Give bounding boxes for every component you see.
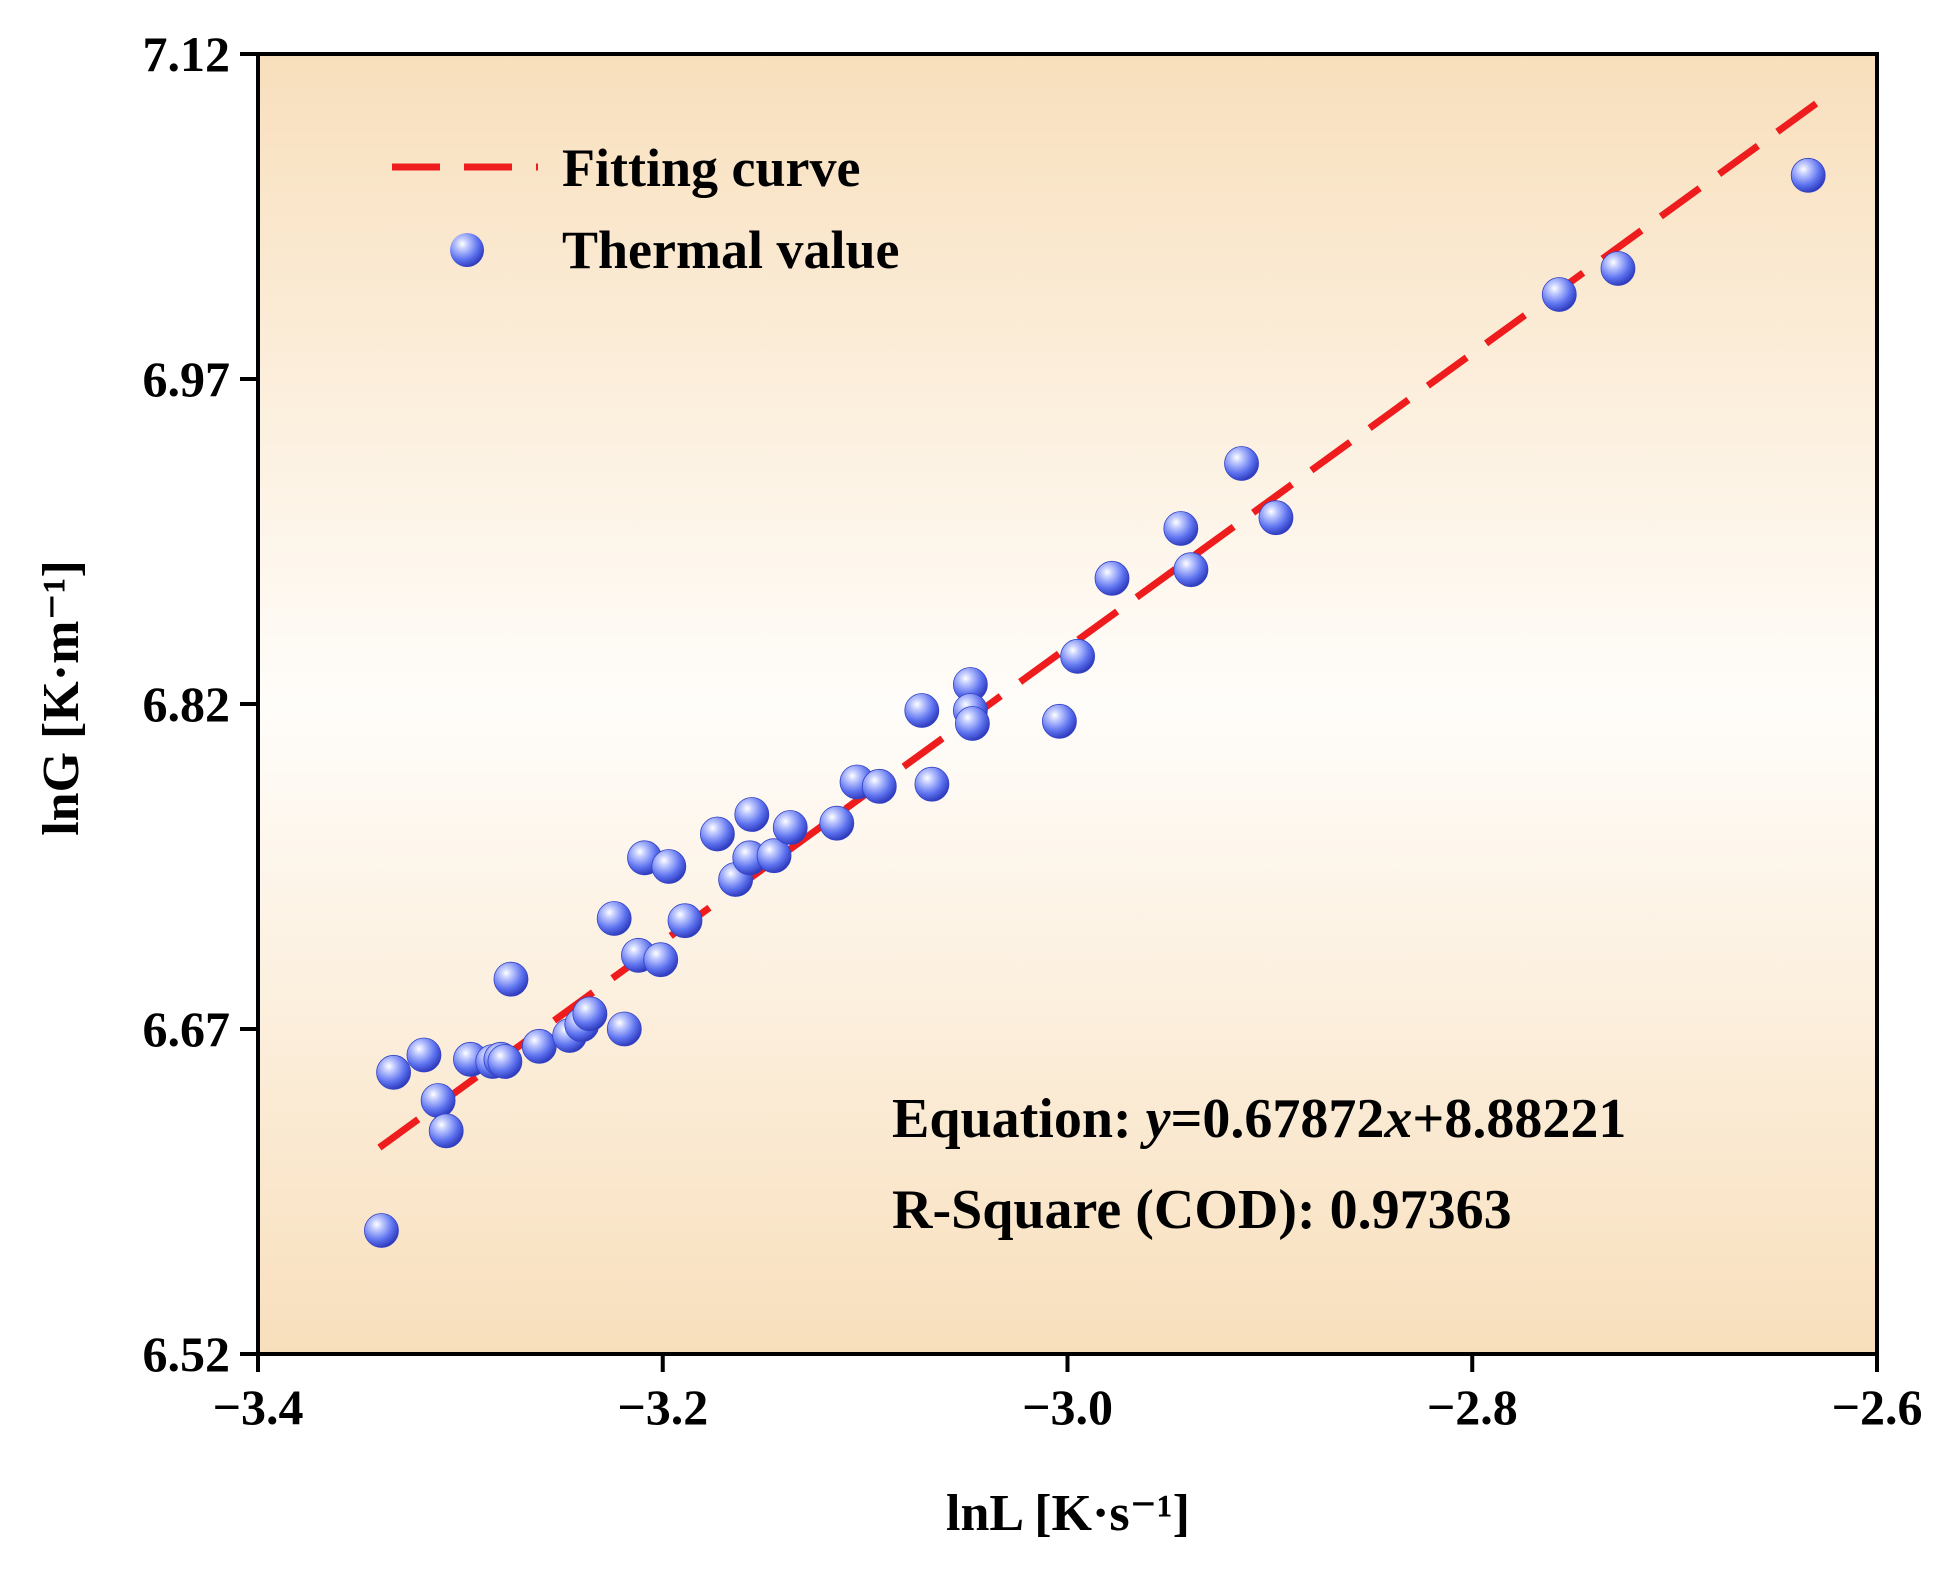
data-point <box>406 1037 442 1073</box>
x-tick-label: −3.2 <box>617 1379 708 1435</box>
data-point <box>904 693 940 728</box>
x-tick-label: −2.6 <box>1832 1379 1923 1435</box>
legend-label-thermal-value: Thermal value <box>562 220 899 280</box>
data-point <box>914 766 950 802</box>
data-point <box>572 996 608 1032</box>
data-point <box>1060 638 1096 674</box>
data-point <box>699 816 735 852</box>
data-point <box>376 1054 411 1090</box>
data-point <box>1600 251 1636 286</box>
data-point <box>1042 703 1077 739</box>
equation-var-x: x <box>1383 1088 1412 1150</box>
r-square-annotation: R-Square (COD): 0.97363 <box>892 1179 1512 1241</box>
equation-prefix: Equation: <box>892 1088 1146 1150</box>
data-point <box>651 849 687 884</box>
legend-point-swatch <box>450 233 484 267</box>
data-point <box>487 1044 523 1079</box>
data-point <box>643 942 679 978</box>
x-tick-label: −3.4 <box>213 1379 304 1435</box>
data-point <box>606 1011 642 1047</box>
y-tick-label: 7.12 <box>143 26 231 82</box>
equation-intercept: +8.88221 <box>1412 1088 1626 1150</box>
fitting-curve-line <box>377 100 1819 1151</box>
y-tick-label: 6.52 <box>143 1326 231 1382</box>
equation-var-y: y <box>1140 1088 1172 1150</box>
equation-slope: =0.67872 <box>1171 1088 1385 1150</box>
data-point <box>1790 157 1826 193</box>
data-point <box>1163 511 1199 546</box>
data-point <box>1258 500 1294 536</box>
data-points-layer <box>364 157 1826 1248</box>
fit-line-layer <box>377 100 1819 1151</box>
equation-annotation: Equation: y=0.67872x+8.88221 <box>892 1088 1626 1150</box>
x-tick-label: −3.0 <box>1022 1379 1113 1435</box>
legend: Fitting curve Thermal value <box>392 138 899 280</box>
data-point <box>756 838 792 874</box>
y-tick-label: 6.82 <box>143 676 231 732</box>
legend-label-fitting-curve: Fitting curve <box>562 138 860 198</box>
data-point <box>521 1028 557 1064</box>
data-point <box>596 901 632 936</box>
data-point <box>364 1213 399 1248</box>
data-point <box>861 768 897 804</box>
x-tick-label: −2.8 <box>1427 1379 1518 1435</box>
data-point <box>819 805 855 841</box>
x-axis-label: lnL [K·s⁻¹] <box>946 1485 1190 1542</box>
plot-area-background <box>258 54 1877 1354</box>
y-tick-label: 6.97 <box>143 351 231 407</box>
data-point <box>1541 277 1577 312</box>
y-axis-label: lnG [K·m⁻¹] <box>33 560 90 836</box>
data-point <box>420 1083 456 1118</box>
data-point <box>1224 446 1259 481</box>
data-point <box>493 961 529 997</box>
data-point <box>428 1113 464 1149</box>
data-point <box>772 810 808 845</box>
data-point <box>734 797 770 832</box>
data-point <box>1173 552 1209 588</box>
data-point <box>954 706 990 741</box>
data-point <box>1094 560 1130 596</box>
axis-ticks-layer: −3.4 −3.2 −3.0 −2.8 −2.6 6.52 6.67 6.82 6.97 7.12 <box>143 26 1923 1435</box>
data-point <box>667 903 703 939</box>
y-tick-label: 6.67 <box>143 1001 231 1057</box>
